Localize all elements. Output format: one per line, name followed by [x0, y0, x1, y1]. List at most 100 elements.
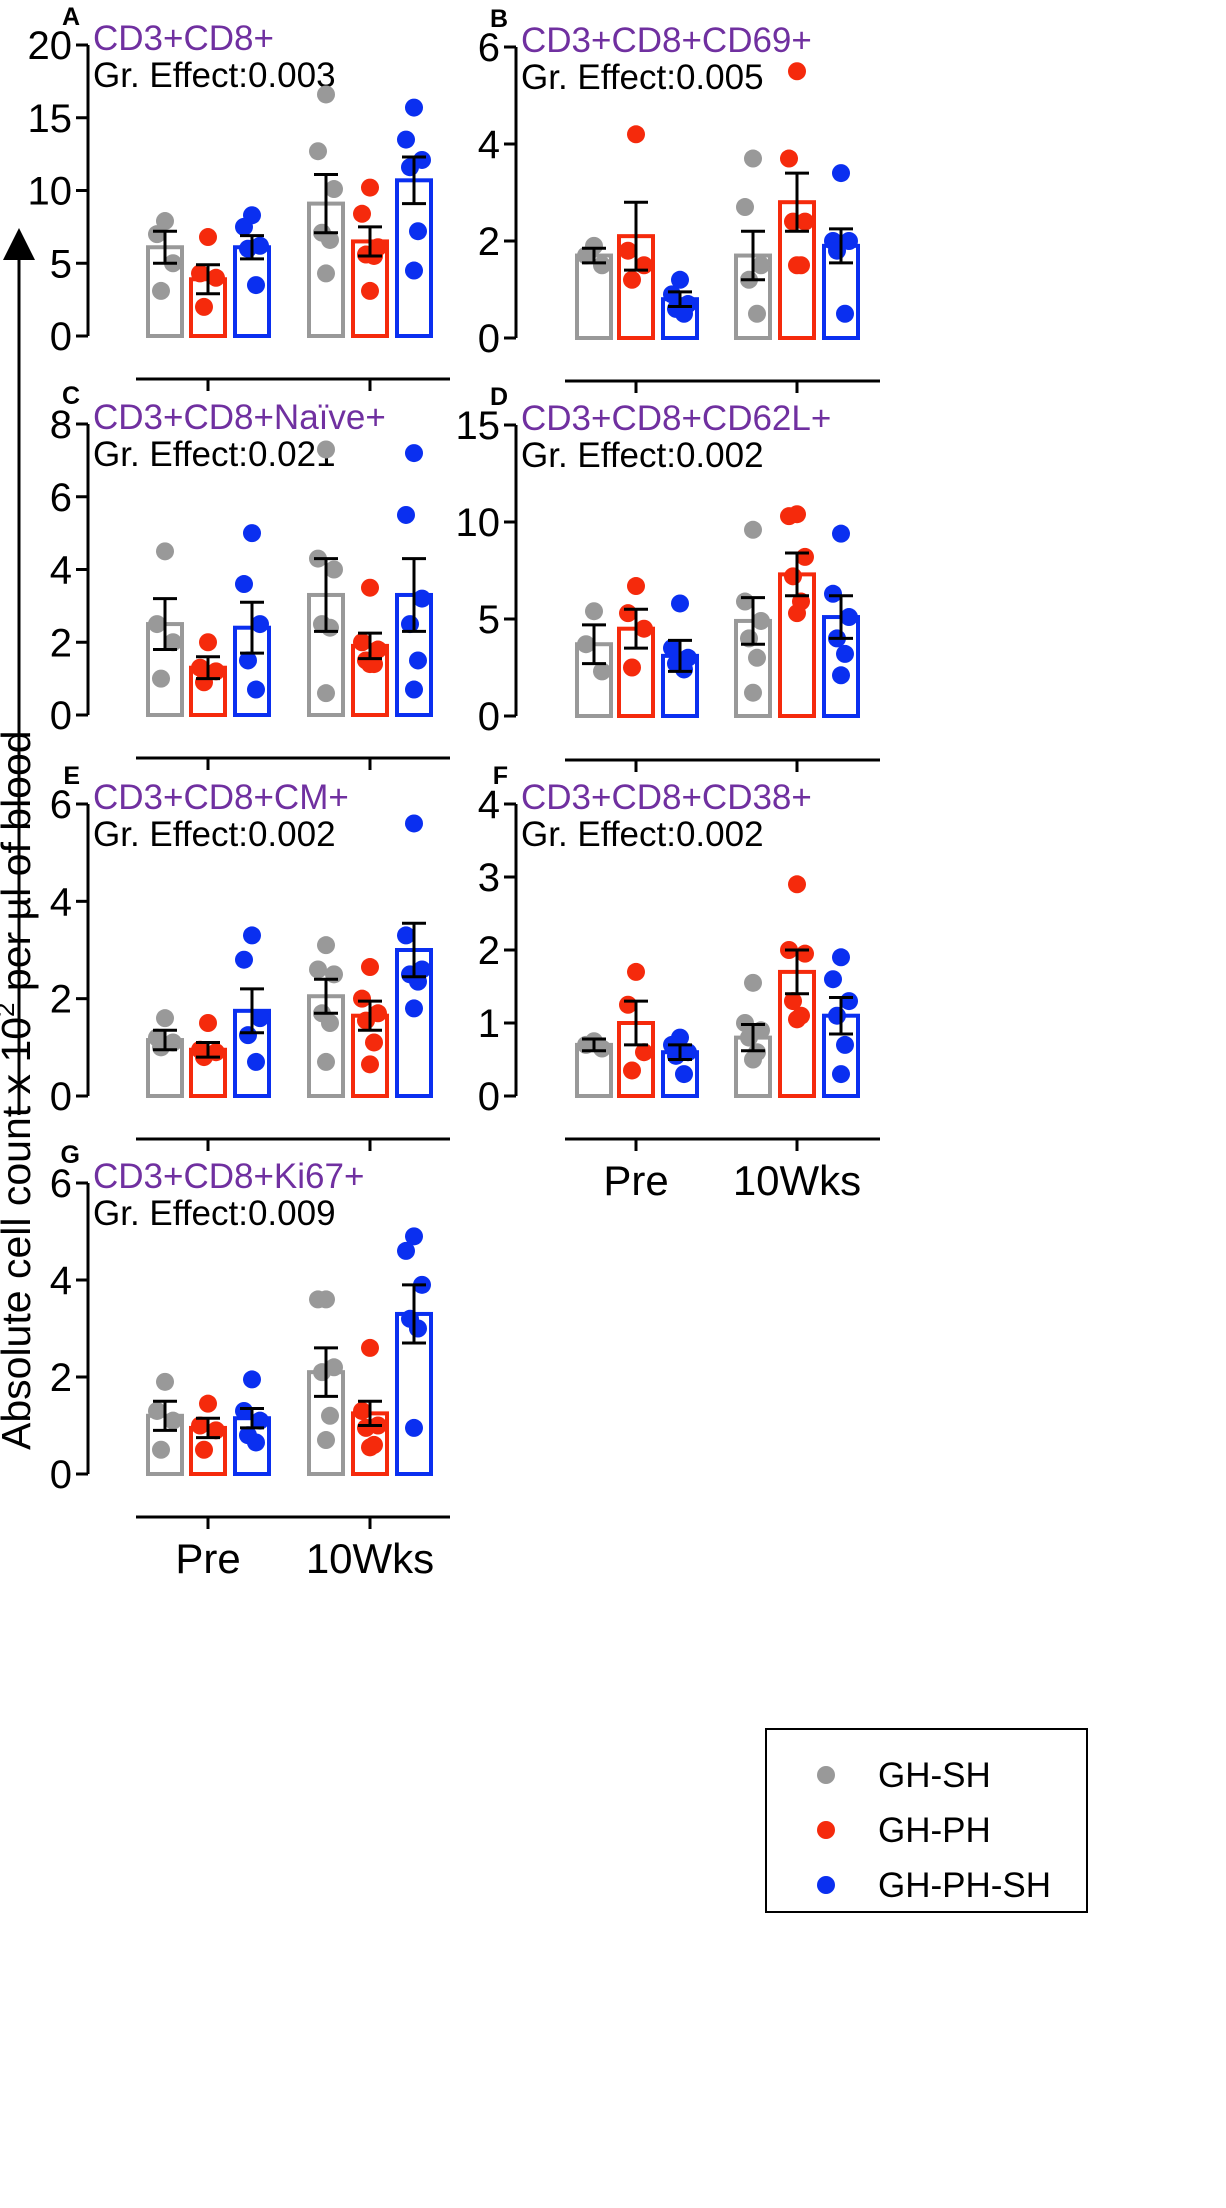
group-effect: Gr. Effect:0.002 [521, 436, 764, 475]
data-point [317, 440, 335, 459]
data-point [317, 684, 335, 703]
data-point [585, 602, 603, 621]
data-point [353, 633, 371, 652]
data-point [619, 995, 637, 1014]
data-point [401, 158, 419, 177]
y-tick-label: 4 [478, 783, 500, 827]
y-tick-label: 1 [478, 1002, 500, 1046]
legend-marker [817, 1876, 835, 1894]
data-point [736, 592, 754, 611]
data-point [744, 149, 762, 168]
y-tick-label: 8 [50, 403, 72, 447]
panel-label: A [62, 3, 80, 31]
y-axis-label-superscript: 2 [0, 1002, 20, 1016]
data-point [405, 261, 423, 280]
panel-g: G 0 2 4 6 Pre 10Wks CD3+CD8+Ki67+Gr. Effect:0.0… [50, 1141, 450, 1582]
data-point [744, 683, 762, 702]
data-point [780, 507, 798, 526]
y-axis-arrow [3, 228, 35, 1115]
data-point [152, 281, 170, 300]
data-point [361, 1338, 379, 1357]
data-point [788, 604, 806, 623]
x-category-label: 10Wks [733, 1157, 861, 1204]
data-point [199, 633, 217, 652]
panel-f: F 0 1 2 3 4 Pre 10Wks CD3+CD8+CD38+Gr. Effect:0.… [478, 762, 880, 1204]
legend-marker [817, 1821, 835, 1839]
panel-d: D 0 5 10 15 CD3+CD8+CD62L+Gr. Effect:0.002 [456, 383, 880, 772]
data-point [156, 212, 174, 231]
data-point [675, 660, 693, 679]
panel-label: F [493, 762, 508, 790]
y-tick-label: 0 [478, 1075, 500, 1119]
y-tick-label: 5 [50, 242, 72, 286]
data-point [627, 962, 645, 981]
data-point [405, 680, 423, 699]
data-point [357, 1418, 375, 1437]
y-tick-label: 2 [50, 978, 72, 1022]
panel-c: C 0 2 4 6 8 CD3+CD8+Naïve+Gr. Effect:0.021 [50, 382, 450, 770]
panel-b: B 0 2 4 6 CD3+CD8+CD69+Gr. Effect:0.005 [478, 5, 880, 393]
data-point [752, 256, 770, 275]
data-point [397, 505, 415, 524]
data-point [671, 594, 689, 613]
data-point [409, 1319, 427, 1338]
data-point [832, 524, 850, 543]
data-point [243, 1370, 261, 1389]
y-tick-label: 0 [478, 695, 500, 739]
data-point [796, 944, 814, 963]
data-point [195, 1440, 213, 1459]
y-tick-label: 0 [50, 1075, 72, 1119]
data-point [317, 936, 335, 955]
data-point [397, 130, 415, 149]
data-point [191, 264, 209, 283]
data-point [671, 270, 689, 289]
data-point [788, 1010, 806, 1029]
data-point [405, 999, 423, 1018]
data-point [207, 268, 225, 287]
data-point [405, 444, 423, 463]
data-point [239, 1026, 257, 1045]
panel-title: CD3+CD8+CD38+ [521, 778, 812, 817]
data-point [752, 611, 770, 630]
group-effect: Gr. Effect:0.005 [521, 58, 764, 97]
data-point [148, 1401, 166, 1420]
data-point [667, 1046, 685, 1065]
data-point [784, 567, 802, 586]
data-point [317, 264, 335, 283]
panel-label: D [490, 383, 508, 411]
data-point [353, 204, 371, 223]
group-effect: Gr. Effect:0.002 [521, 815, 764, 854]
data-point [191, 1416, 209, 1435]
data-point [788, 256, 806, 275]
legend-label: GH-PH-SH [878, 1866, 1051, 1905]
data-point [361, 281, 379, 300]
data-point [164, 633, 182, 652]
data-point [235, 217, 253, 236]
data-point [357, 1011, 375, 1030]
panel-label: C [62, 382, 80, 410]
data-point [675, 1065, 693, 1084]
y-tick-label: 0 [50, 315, 72, 359]
data-point [148, 225, 166, 244]
data-point [251, 1009, 269, 1028]
y-tick-label: 6 [50, 1162, 72, 1206]
data-point [744, 520, 762, 539]
data-point [824, 970, 842, 989]
data-point [409, 651, 427, 670]
data-point [788, 875, 806, 894]
legend: GH-SH GH-PH GH-PH-SH [765, 1728, 1088, 1913]
legend-marker [817, 1766, 835, 1784]
data-point [397, 926, 415, 945]
panel-title: CD3+CD8+ [93, 19, 274, 58]
data-point [836, 644, 854, 663]
data-point [832, 948, 850, 967]
data-point [313, 1363, 331, 1382]
data-point [832, 666, 850, 685]
data-point [325, 560, 343, 579]
data-point [199, 1014, 217, 1032]
panel-title: CD3+CD8+Ki67+ [93, 1157, 364, 1196]
data-point [840, 992, 858, 1011]
y-tick-label: 6 [50, 783, 72, 827]
